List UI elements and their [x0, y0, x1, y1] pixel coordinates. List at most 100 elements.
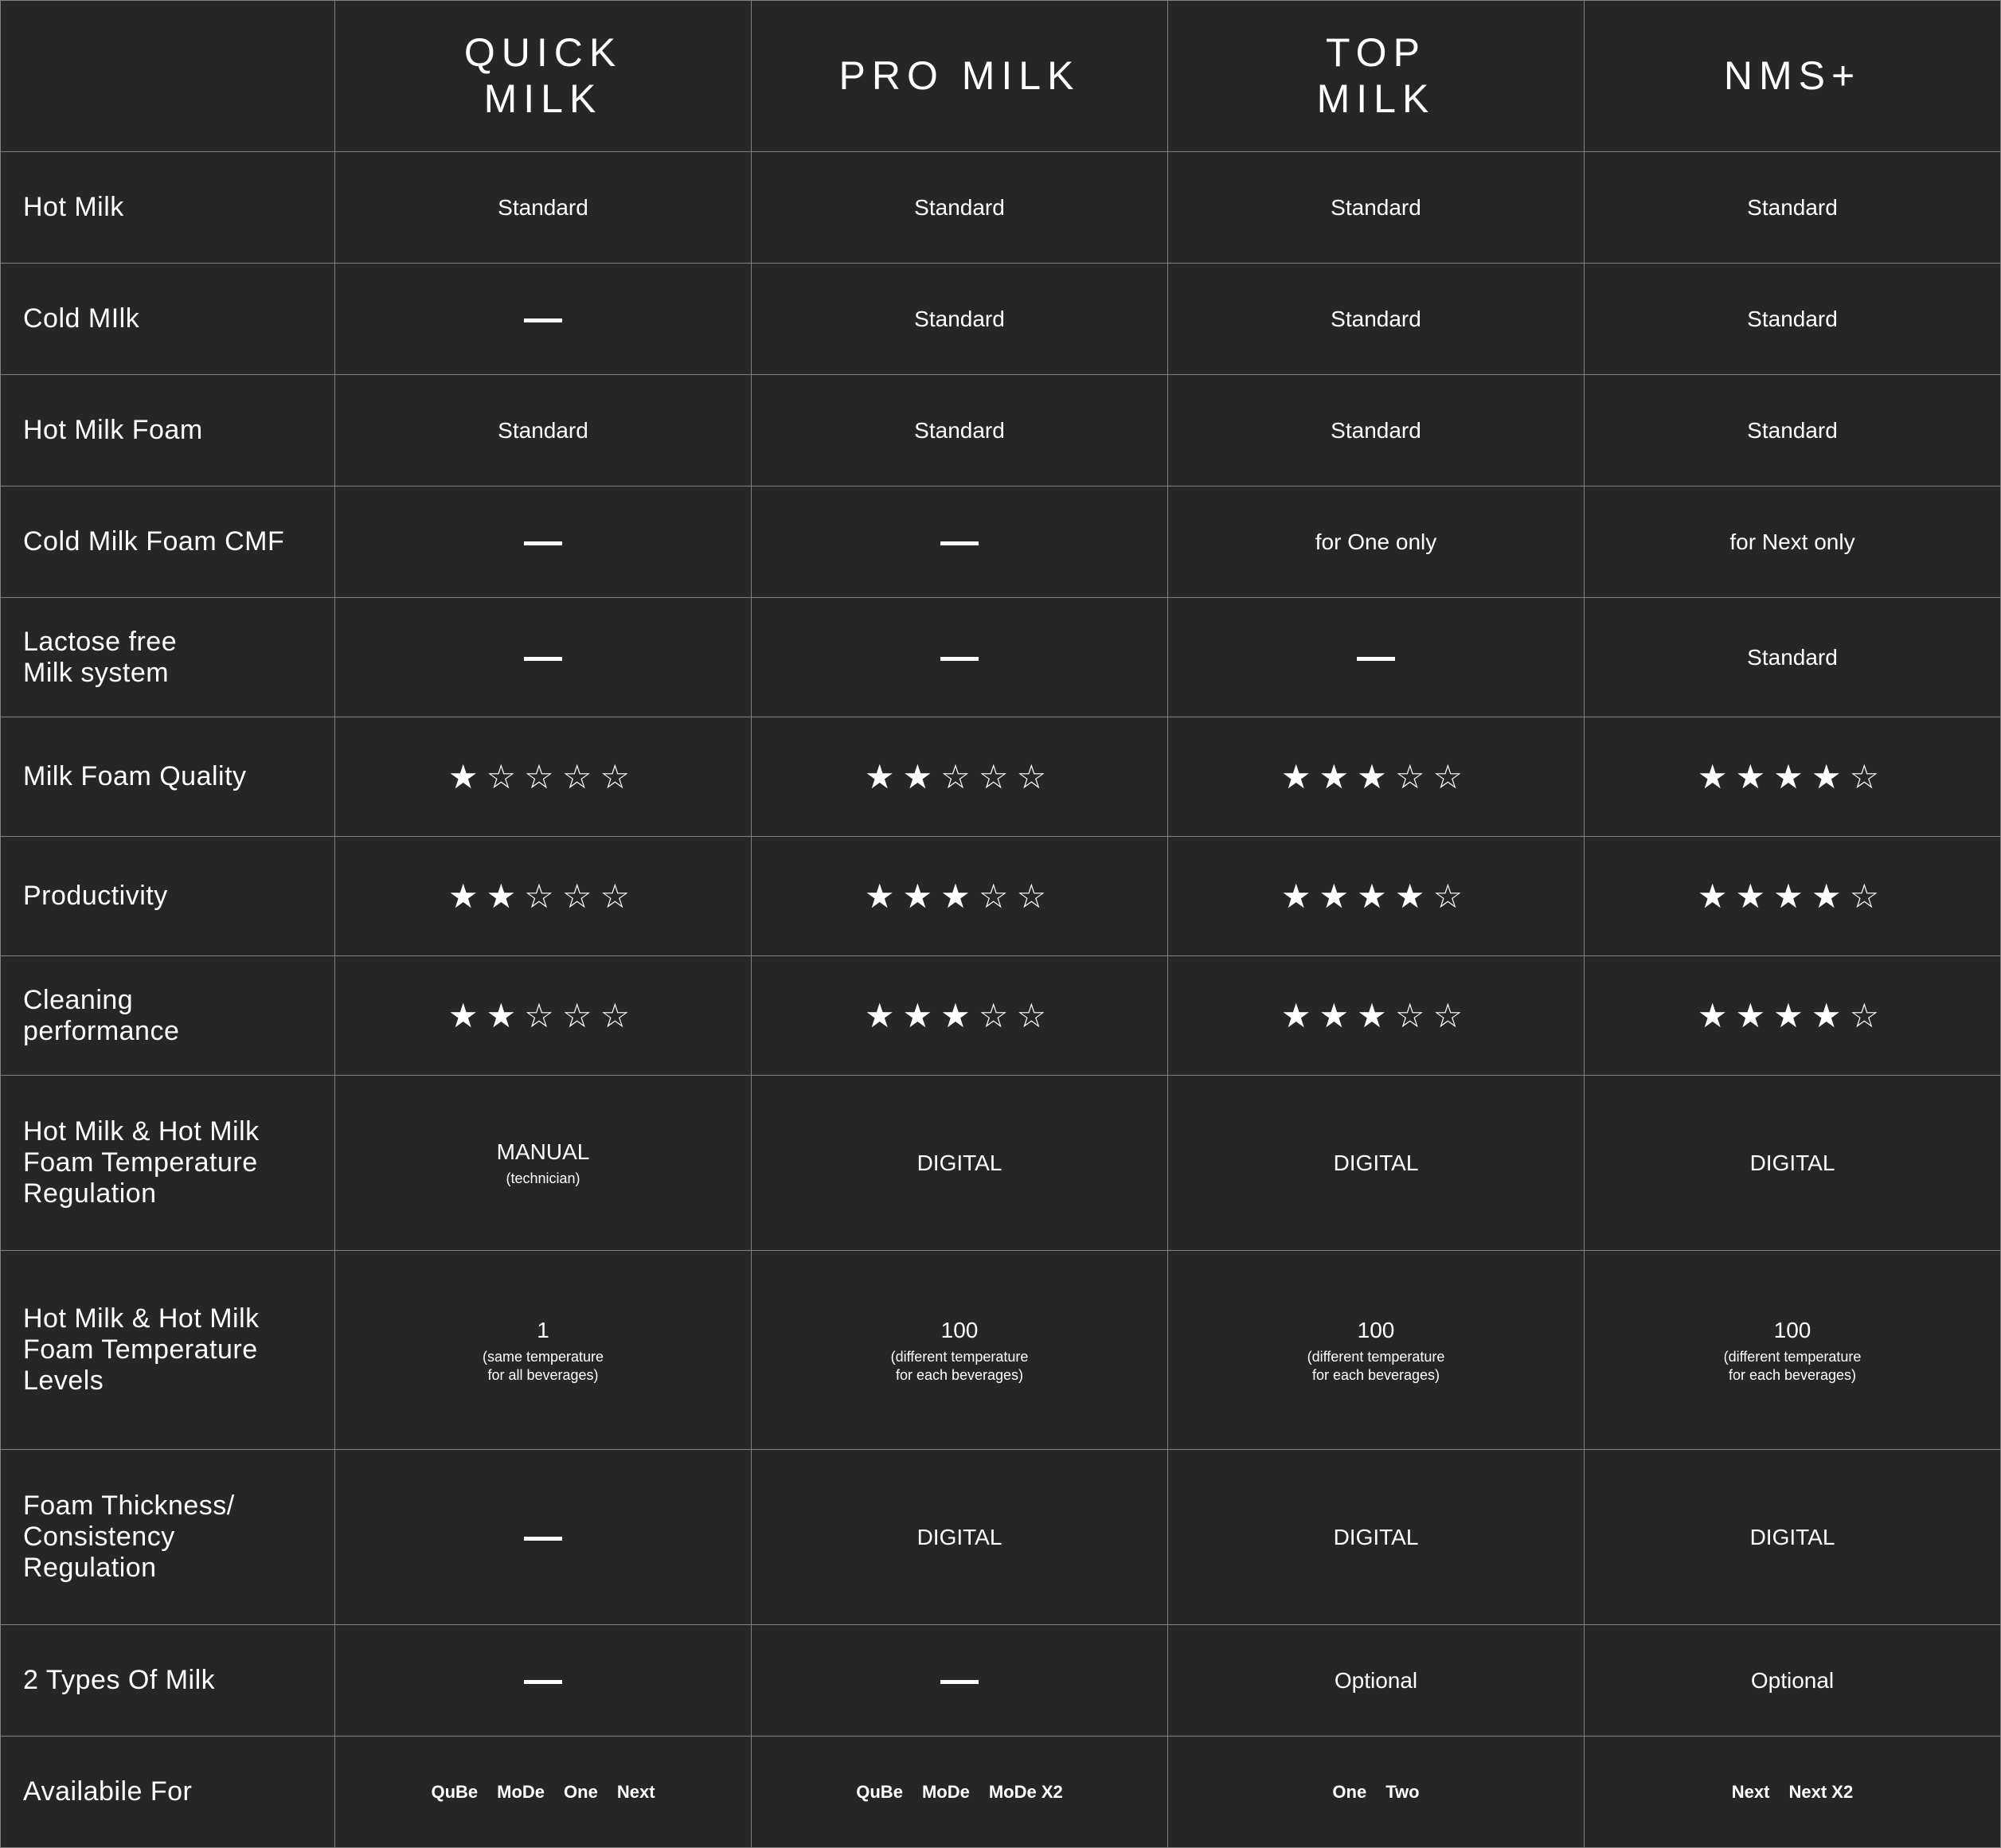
- row-milk_foam_quality: Milk Foam Quality ★☆☆☆☆ ★★☆☆☆ ★★★☆☆ ★★★★☆: [1, 717, 2001, 837]
- star-rating: ★★★★☆: [1698, 758, 1887, 795]
- cell-cold_milk_foam_cmf-nms: for Next only: [1585, 486, 2001, 598]
- cell-available_for-nms: Next Next X2: [1585, 1737, 2001, 1848]
- cell-cold_milk-pro: Standard: [752, 264, 1168, 375]
- availability-list: QuBeMoDeMoDe X2: [752, 1782, 1167, 1803]
- row-temp_levels: Hot Milk & Hot MilkFoam TemperatureLevel…: [1, 1251, 2001, 1450]
- star-rating: ★★☆☆☆: [448, 877, 638, 915]
- cell-cold_milk-top: Standard: [1168, 264, 1585, 375]
- comparison-table: QUICKMILKPRO MILKTOPMILKNMS+ Hot MilkSta…: [0, 0, 2001, 1848]
- value-stack: 100 (different temperaturefor each bevera…: [752, 1316, 1167, 1384]
- col-header-pro: PRO MILK: [752, 1, 1168, 152]
- cell-hot_milk_foam-pro: Standard: [752, 375, 1168, 486]
- cell-hot_milk-quick: Standard: [335, 152, 752, 264]
- cell-temp_regulation-pro: DIGITAL: [752, 1076, 1168, 1251]
- cell-cold_milk-quick: [335, 264, 752, 375]
- cell-cleaning_performance-nms: ★★★★☆: [1585, 956, 2001, 1076]
- header-blank: [1, 1, 335, 152]
- row-cold_milk: Cold MIlkStandardStandardStandard: [1, 264, 2001, 375]
- cell-cold_milk-nms: Standard: [1585, 264, 2001, 375]
- value-stack: MANUAL(technician): [335, 1138, 751, 1188]
- cell-temp_levels-top: 100(different temperaturefor each bevera…: [1168, 1251, 1585, 1450]
- cell-cleaning_performance-pro: ★★★☆☆: [752, 956, 1168, 1076]
- row-hot_milk_foam: Hot Milk FoamStandardStandardStandardSta…: [1, 375, 2001, 486]
- value-stack: 1(same temperaturefor all beverages): [335, 1316, 751, 1384]
- cell-lactose_free-nms: Standard: [1585, 598, 2001, 717]
- cell-two_types_milk-quick: [335, 1625, 752, 1737]
- row-cleaning_performance: Cleaningperformance★★☆☆☆★★★☆☆★★★☆☆★★★★☆: [1, 956, 2001, 1076]
- value-stack: 100(different temperaturefor each bevera…: [1168, 1316, 1584, 1384]
- availability-item: Next X2: [1788, 1782, 1853, 1803]
- availability-item: One: [564, 1782, 598, 1803]
- cell-two_types_milk-top: Optional: [1168, 1625, 1585, 1737]
- cell-temp_regulation-top: DIGITAL: [1168, 1076, 1585, 1251]
- cell-hot_milk_foam-nms: Standard: [1585, 375, 2001, 486]
- dash-icon: [524, 318, 562, 322]
- value-main: MANUAL: [497, 1138, 590, 1166]
- star-rating: ★★☆☆☆: [448, 997, 638, 1034]
- row-label-foam_thickness: Foam Thickness/ConsistencyRegulation: [1, 1450, 335, 1625]
- availability-item: Next: [617, 1782, 655, 1803]
- row-lactose_free: Lactose freeMilk systemStandard: [1, 598, 2001, 717]
- cell-lactose_free-pro: [752, 598, 1168, 717]
- cell-milk_foam_quality-quick: ★☆☆☆☆: [335, 717, 752, 837]
- row-label-temp_levels: Hot Milk & Hot MilkFoam TemperatureLevel…: [1, 1251, 335, 1450]
- cell-milk_foam_quality-nms: ★★★★☆: [1585, 717, 2001, 837]
- cell-productivity-nms: ★★★★☆: [1585, 837, 2001, 956]
- star-rating: ★★★☆☆: [865, 877, 1054, 915]
- cell-two_types_milk-pro: [752, 1625, 1168, 1737]
- value-main: 100: [941, 1316, 979, 1345]
- row-label-cleaning_performance: Cleaningperformance: [1, 956, 335, 1076]
- dash-icon: [524, 657, 562, 661]
- availability-list: Next Next X2: [1585, 1782, 2000, 1803]
- col-header-top: TOPMILK: [1168, 1, 1585, 152]
- cell-temp_regulation-nms: DIGITAL: [1585, 1076, 2001, 1251]
- availability-item: One: [1332, 1782, 1366, 1803]
- row-label-milk_foam_quality: Milk Foam Quality: [1, 717, 335, 837]
- dash-icon: [524, 541, 562, 545]
- cell-cleaning_performance-top: ★★★☆☆: [1168, 956, 1585, 1076]
- value-subnote: (different temperaturefor each beverages…: [891, 1348, 1029, 1384]
- cell-available_for-top: OneTwo: [1168, 1737, 1585, 1848]
- cell-hot_milk-pro: Standard: [752, 152, 1168, 264]
- cell-hot_milk_foam-quick: Standard: [335, 375, 752, 486]
- availability-item: MoDe: [922, 1782, 970, 1803]
- value-main: 100: [1774, 1316, 1811, 1345]
- cell-available_for-pro: QuBeMoDeMoDe X2: [752, 1737, 1168, 1848]
- dash-icon: [940, 1680, 979, 1684]
- cell-cold_milk_foam_cmf-top: for One only: [1168, 486, 1585, 598]
- value-stack: 100 (different temperaturefor each bevera…: [1585, 1316, 2000, 1384]
- value-subnote: (different temperaturefor each beverages…: [1724, 1348, 1862, 1384]
- dash-icon: [1357, 657, 1395, 661]
- value-main: 100: [1358, 1316, 1395, 1345]
- dash-icon: [524, 1680, 562, 1684]
- cell-foam_thickness-top: DIGITAL: [1168, 1450, 1585, 1625]
- star-rating: ★★★★☆: [1698, 877, 1887, 915]
- row-hot_milk: Hot MilkStandardStandardStandardStandard: [1, 152, 2001, 264]
- availability-list: QuBeMoDeOneNext: [335, 1782, 751, 1803]
- cell-hot_milk-nms: Standard: [1585, 152, 2001, 264]
- cell-foam_thickness-nms: DIGITAL: [1585, 1450, 2001, 1625]
- dash-icon: [940, 657, 979, 661]
- dash-icon: [940, 541, 979, 545]
- star-rating: ★★★☆☆: [1281, 758, 1471, 795]
- star-rating: ★★☆☆☆: [865, 758, 1054, 795]
- row-cold_milk_foam_cmf: Cold Milk Foam CMFfor One onlyfor Next o…: [1, 486, 2001, 598]
- row-productivity: Productivity ★★☆☆☆ ★★★☆☆ ★★★★☆ ★★★★☆: [1, 837, 2001, 956]
- row-two_types_milk: 2 Types Of MilkOptionalOptional: [1, 1625, 2001, 1737]
- row-label-productivity: Productivity: [1, 837, 335, 956]
- cell-productivity-pro: ★★★☆☆: [752, 837, 1168, 956]
- availability-item: Next: [1732, 1782, 1770, 1803]
- availability-item: MoDe X2: [989, 1782, 1063, 1803]
- star-rating: ★☆☆☆☆: [448, 758, 638, 795]
- header-row: QUICKMILKPRO MILKTOPMILKNMS+: [1, 1, 2001, 152]
- row-label-cold_milk: Cold MIlk: [1, 264, 335, 375]
- cell-productivity-top: ★★★★☆: [1168, 837, 1585, 956]
- table-body: Hot MilkStandardStandardStandardStandard…: [1, 152, 2001, 1848]
- value-main: 1: [537, 1316, 549, 1345]
- star-rating: ★★★★☆: [1281, 877, 1471, 915]
- row-foam_thickness: Foam Thickness/ConsistencyRegulation DIGI…: [1, 1450, 2001, 1625]
- cell-lactose_free-top: [1168, 598, 1585, 717]
- col-header-quick: QUICKMILK: [335, 1, 752, 152]
- cell-productivity-quick: ★★☆☆☆: [335, 837, 752, 956]
- cell-foam_thickness-quick: [335, 1450, 752, 1625]
